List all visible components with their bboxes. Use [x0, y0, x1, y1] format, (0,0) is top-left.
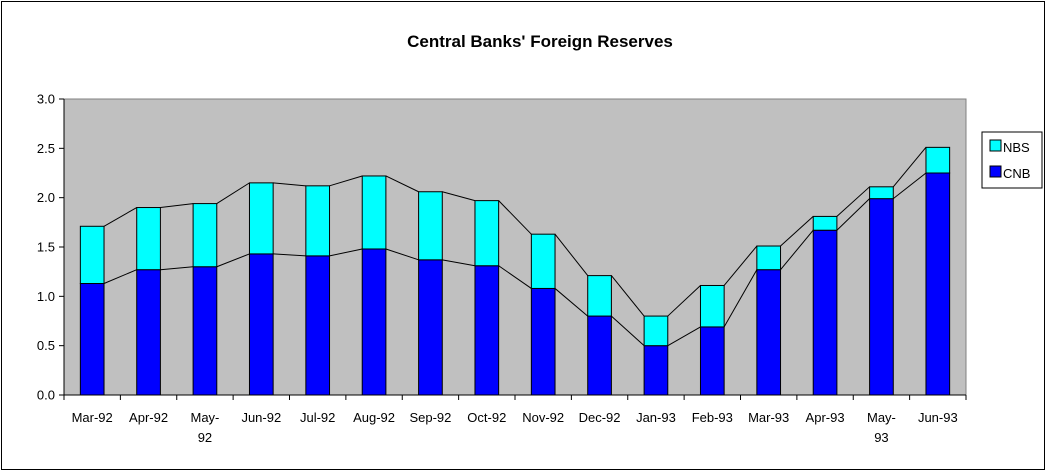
x-tick-label-6: Sep-92: [409, 410, 451, 425]
legend-swatch-cnb: [989, 165, 1002, 178]
series-line-cnb-7: [498, 265, 532, 289]
bar-cnb-8: [530, 287, 556, 396]
bar-cnb-1: [136, 269, 161, 396]
connector-lines: [103, 147, 927, 347]
series-line-cnb-13: [836, 198, 870, 231]
bar-nbs-9: [587, 275, 612, 317]
bar-cnb-9: [587, 315, 612, 396]
legend: NBS CNB: [981, 131, 1043, 189]
series-line-nbs-11: [723, 245, 758, 286]
x-tick-label-1: Apr-92: [129, 410, 168, 425]
x-tick-label-4: Jul-92: [300, 410, 335, 425]
bar-cnb-15: [925, 172, 951, 396]
bar-nbs-4: [305, 185, 331, 257]
y-tick-label-0: 0.0: [37, 388, 55, 403]
series-line-cnb-6: [442, 259, 476, 267]
bar-nbs-10: [643, 315, 669, 347]
bar-cnb-12: [756, 269, 782, 396]
series-line-nbs-2: [216, 182, 250, 205]
series-line-nbs-12: [780, 216, 814, 247]
x-tick-label-14: May-93: [867, 410, 896, 445]
bar-cnb-3: [248, 253, 274, 396]
x-tick-label-11: Feb-93: [692, 410, 733, 425]
bar-cnb-2: [192, 266, 218, 396]
x-tick-label-7: Oct-92: [467, 410, 506, 425]
series-line-cnb-9: [611, 315, 645, 347]
series-line-nbs-13: [836, 186, 870, 217]
series-line-nbs-6: [442, 191, 476, 202]
series-line-cnb-0: [103, 269, 137, 284]
x-tick-label-8: Nov-92: [522, 410, 564, 425]
legend-label-cnb: CNB: [1003, 166, 1030, 181]
bar-nbs-13: [812, 215, 838, 231]
bar-cnb-13: [812, 229, 838, 396]
bar-nbs-5: [361, 175, 387, 250]
y-tick-label-3: 1.5: [37, 240, 55, 255]
series-line-cnb-5: [385, 248, 419, 261]
series-line-cnb-2: [216, 253, 250, 268]
series-line-cnb-14: [892, 172, 927, 200]
y-tick-label-1: 0.5: [37, 338, 55, 353]
x-tick-label-12: Mar-93: [748, 410, 789, 425]
bar-nbs-2: [192, 203, 218, 268]
bar-nbs-7: [474, 200, 500, 267]
x-tick-label-3: Jun-92: [241, 410, 281, 425]
bar-nbs-11: [699, 284, 725, 328]
legend-swatch-nbs: [989, 139, 1002, 152]
bar-cnb-5: [361, 248, 387, 396]
series-line-nbs-3: [273, 182, 306, 187]
chart-title: Central Banks' Foreign Reserves: [407, 32, 673, 51]
series-line-nbs-9: [611, 275, 645, 317]
series-line-nbs-14: [892, 147, 927, 188]
bar-cnb-0: [79, 283, 105, 396]
series-line-cnb-8: [554, 288, 589, 317]
bar-cnb-11: [699, 326, 725, 396]
legend-label-nbs: NBS: [1003, 140, 1030, 155]
series-line-nbs-5: [385, 175, 419, 193]
x-tick-label-0: Mar-92: [72, 410, 113, 425]
x-tick-label-13: Apr-93: [806, 410, 845, 425]
series-line-cnb-3: [273, 253, 306, 257]
x-tick-label-5: Aug-92: [353, 410, 395, 425]
bar-cnb-14: [869, 198, 894, 396]
axes-group: 0.0 0.5 1.0 1.5 2.0 2.5 3.0 Mar-92 Apr-92 May-92 J…: [37, 92, 967, 445]
bar-nbs-3: [248, 182, 274, 255]
series-line-cnb-10: [667, 326, 701, 347]
x-tick-label-10: Jan-93: [636, 410, 676, 425]
series-line-nbs-1: [160, 203, 194, 209]
bar-nbs-0: [79, 225, 105, 285]
series-line-nbs-4: [329, 175, 363, 187]
y-tick-label-5: 2.5: [37, 141, 55, 156]
bar-nbs-1: [136, 207, 161, 271]
bar-cnb-7: [474, 265, 500, 396]
bar-nbs-8: [530, 233, 556, 289]
y-tick-label-2: 1.0: [37, 289, 55, 304]
bar-nbs-15: [925, 146, 951, 174]
bars-group: [79, 146, 951, 396]
series-line-cnb-1: [160, 266, 194, 271]
bar-cnb-6: [418, 259, 443, 396]
bar-cnb-10: [643, 345, 669, 396]
series-line-cnb-11: [723, 269, 758, 328]
series-line-cnb-12: [780, 229, 814, 271]
series-line-nbs-8: [554, 233, 589, 276]
bar-nbs-6: [418, 191, 443, 261]
series-line-cnb-4: [329, 248, 363, 257]
bar-cnb-4: [305, 255, 331, 396]
y-tick-label-6: 3.0: [37, 92, 55, 107]
x-tick-label-9: Dec-92: [579, 410, 621, 425]
x-tick-label-15: Jun-93: [918, 410, 958, 425]
x-tick-label-2: May-92: [190, 410, 219, 445]
y-tick-label-4: 2.0: [37, 190, 55, 205]
series-line-nbs-0: [103, 207, 137, 227]
series-line-nbs-10: [667, 285, 701, 317]
series-line-nbs-7: [498, 200, 532, 235]
bar-nbs-12: [756, 245, 782, 271]
bar-nbs-14: [869, 186, 894, 200]
